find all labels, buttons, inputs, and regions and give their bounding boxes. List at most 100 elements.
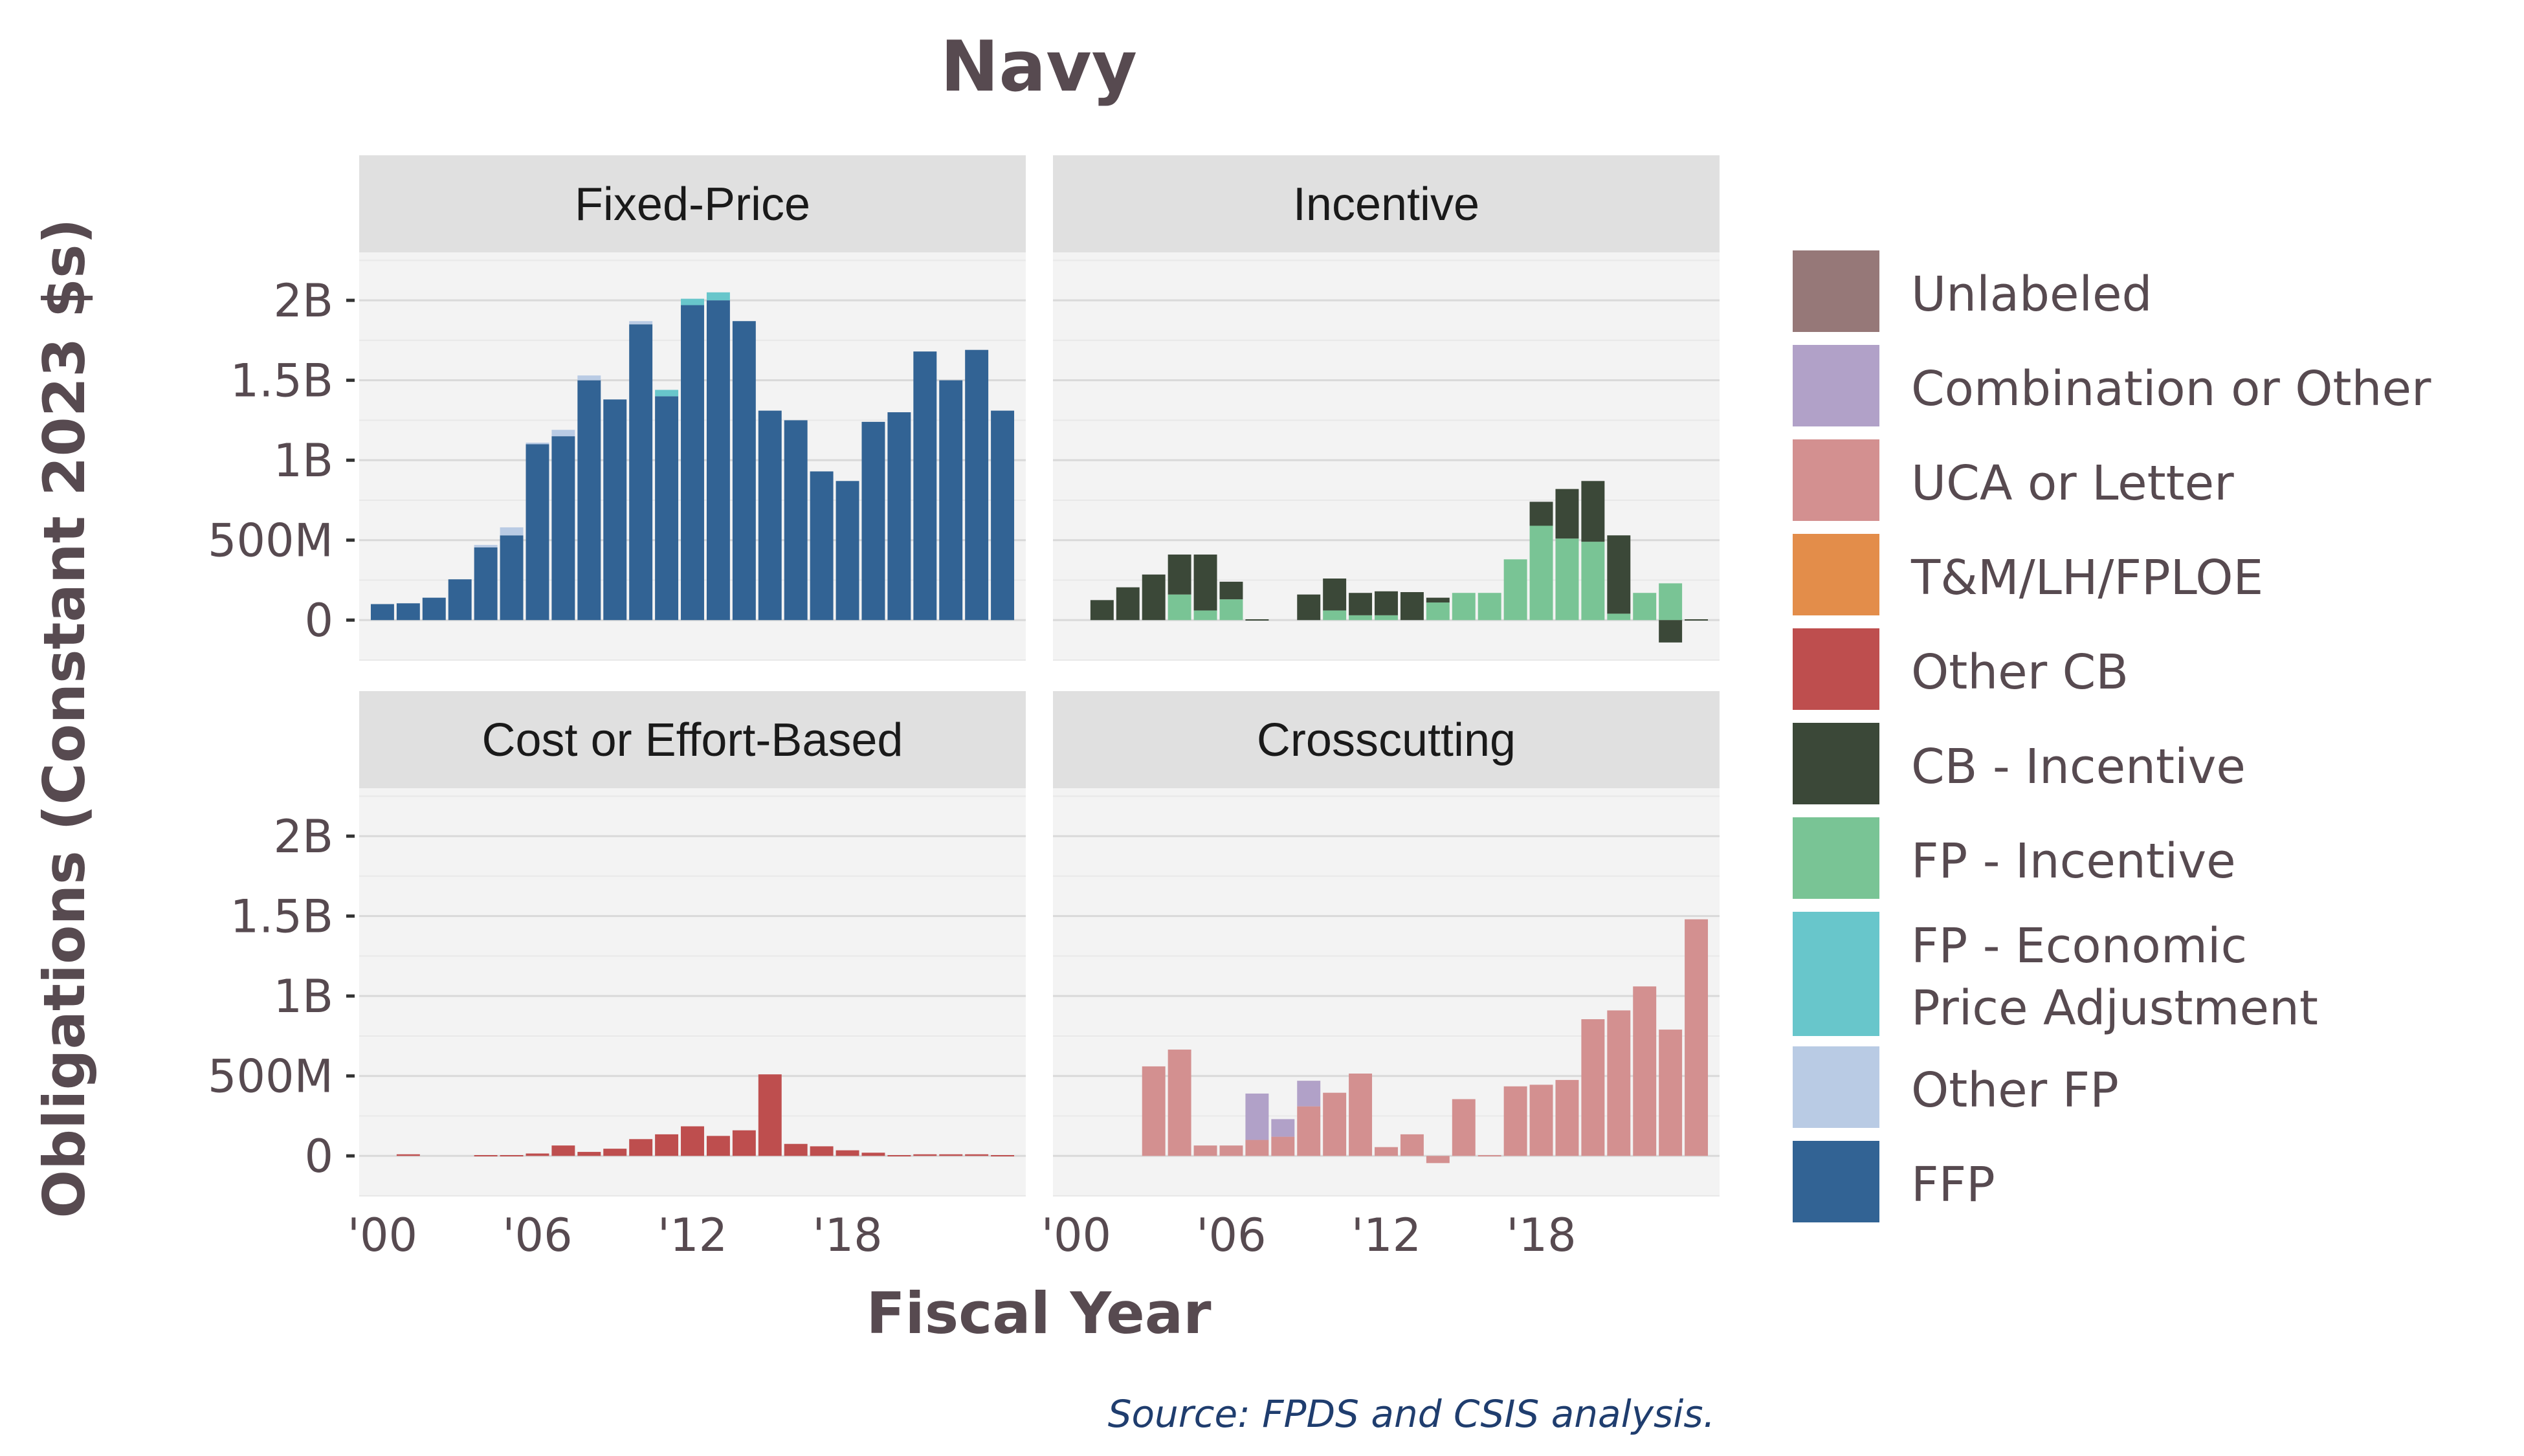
bar-fp-incentive-2010: [1323, 610, 1347, 621]
bar-ffp-2011: [655, 396, 679, 621]
x-axis-title: Fiscal Year: [866, 1280, 1212, 1347]
legend-item-combination-or-other: Combination or Other: [1790, 342, 2431, 429]
legend: Unlabeled Combination or Other UCA or Lett…: [1790, 248, 2431, 1225]
bar-fp-incentive-2021: [1607, 613, 1631, 621]
bar-fp-economic-price-adjustment-2012: [681, 298, 704, 305]
legend-label: Other CB: [1911, 645, 2129, 700]
legend-label: FP - Economic: [1911, 918, 2247, 974]
bar-uca-or-letter-2020: [1581, 1019, 1605, 1156]
bar-other-cb-2020: [887, 1155, 911, 1156]
panel-title: Crosscutting: [1257, 714, 1516, 766]
bar-other-cb-2011: [655, 1134, 679, 1156]
bar-ffp-2016: [784, 420, 808, 621]
bar-uca-or-letter-2021: [1607, 1010, 1631, 1156]
bar-cb-incentive-2013: [1400, 592, 1424, 621]
bar-uca-or-letter-2005: [1193, 1145, 1217, 1156]
legend-label: Combination or Other: [1911, 361, 2431, 417]
bar-uca-or-letter-2009: [1297, 1106, 1321, 1156]
bar-cb-incentive-2009: [1297, 594, 1321, 621]
bar-ffp-2019: [861, 421, 885, 621]
bar-other-cb-2024: [991, 1155, 1015, 1156]
bar-other-fp-2004: [474, 545, 498, 547]
bar-ffp-2013: [706, 300, 730, 621]
legend-label: T&M/LH/FPLOE: [1910, 550, 2263, 606]
legend-swatch: [1790, 1044, 1882, 1131]
strip-background: [1053, 155, 1720, 252]
legend-swatch: [1790, 248, 1882, 335]
facet-panels: Fixed-Price 0 500M 1B 1.5B 2B Incentive Cost or…: [208, 155, 1720, 1262]
bar-uca-or-letter-2018: [1529, 1085, 1553, 1156]
bar-cb-incentive-2023: [1659, 620, 1683, 643]
chart-title: Navy: [940, 27, 1137, 107]
bar-uca-or-letter-2023: [1659, 1030, 1683, 1156]
panel-incentive: Incentive: [1053, 155, 1720, 661]
x-tick-label: '00: [1041, 1209, 1111, 1262]
legend-item-fp-economic: FP - Economic Price Adjustment: [1790, 909, 2318, 1039]
bar-fp-incentive-2016: [1478, 593, 1501, 621]
y-axis: 0 500M 1B 1.5B 2B: [208, 810, 355, 1183]
bar-cb-incentive-2021: [1607, 535, 1631, 614]
bar-other-cb-2018: [836, 1150, 859, 1156]
legend-label: CB - Incentive: [1911, 739, 2246, 795]
legend-label: Other FP: [1911, 1063, 2119, 1118]
bar-other-cb-2013: [706, 1136, 730, 1156]
bar-other-fp-2005: [500, 527, 524, 536]
bar-ffp-2012: [681, 305, 704, 621]
bar-fp-incentive-2022: [1633, 593, 1657, 621]
bar-fp-incentive-2004: [1168, 594, 1191, 621]
bar-ffp-2002: [422, 597, 446, 621]
bar-cb-incentive-2001: [1090, 600, 1114, 621]
bar-uca-or-letter-2010: [1323, 1092, 1347, 1156]
y-tick-label: 1B: [273, 970, 333, 1023]
bar-other-cb-2019: [861, 1153, 885, 1156]
bar-other-cb-2009: [603, 1149, 627, 1156]
bar-other-fp-2010: [629, 321, 653, 325]
legend-item-other-fp: Other FP: [1790, 1044, 2119, 1131]
bar-ffp-2003: [448, 579, 472, 621]
x-tick-label: '06: [502, 1209, 572, 1262]
x-tick-label: '18: [812, 1209, 882, 1262]
bar-other-cb-2022: [939, 1154, 963, 1156]
bar-uca-or-letter-2003: [1142, 1066, 1166, 1156]
bar-cb-incentive-2018: [1529, 502, 1553, 526]
bar-other-fp-2007: [551, 430, 575, 437]
y-tick-label: 500M: [208, 1050, 333, 1103]
bar-ffp-2022: [939, 380, 963, 621]
bar-ffp-2020: [887, 412, 911, 621]
y-tick-label: 2B: [273, 274, 333, 327]
bar-uca-or-letter-2017: [1503, 1086, 1527, 1156]
bar-other-cb-2007: [551, 1145, 575, 1156]
bar-uca-or-letter-2019: [1555, 1079, 1579, 1156]
bar-cb-incentive-2020: [1581, 481, 1605, 542]
bar-fp-economic-price-adjustment-2011: [655, 390, 679, 397]
panel-title: Incentive: [1293, 179, 1479, 230]
bar-uca-or-letter-2014: [1426, 1156, 1450, 1164]
bar-fp-incentive-2018: [1529, 525, 1553, 621]
y-tick-label: 1B: [273, 434, 333, 487]
bar-ffp-2001: [396, 603, 420, 621]
bar-ffp-2009: [603, 399, 627, 621]
legend-label-line2: Price Adjustment: [1911, 980, 2318, 1036]
bar-ffp-2000: [370, 604, 394, 621]
bar-uca-or-letter-2004: [1168, 1049, 1191, 1156]
bars: [396, 1074, 1015, 1156]
legend-swatch: [1790, 437, 1882, 524]
bar-other-cb-2017: [810, 1146, 834, 1156]
bar-other-cb-2016: [784, 1143, 808, 1156]
legend-swatch: [1790, 342, 1882, 429]
bar-other-cb-2012: [681, 1126, 704, 1156]
bar-other-cb-2004: [474, 1155, 498, 1156]
bar-ffp-2023: [965, 349, 989, 621]
bar-cb-incentive-2003: [1142, 574, 1166, 621]
panel-title: Cost or Effort-Based: [482, 714, 903, 766]
x-tick-label: '06: [1196, 1209, 1266, 1262]
bar-combination-or-other-2009: [1297, 1081, 1321, 1107]
bar-cb-incentive-2002: [1116, 587, 1140, 621]
legend-item-t-m-lh-fploe: T&M/LH/FPLOE: [1790, 531, 2263, 618]
x-tick-label: '12: [658, 1209, 727, 1262]
bar-ffp-2018: [836, 481, 859, 621]
bar-fp-incentive-2014: [1426, 602, 1450, 621]
x-tick-label: '12: [1351, 1209, 1421, 1262]
bar-cb-incentive-2019: [1555, 489, 1579, 539]
